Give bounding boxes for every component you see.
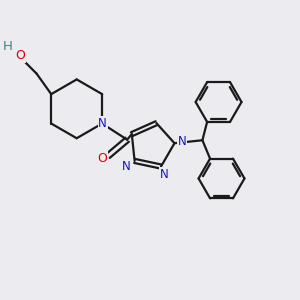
Text: N: N: [160, 168, 168, 181]
Text: H: H: [3, 40, 13, 53]
Text: N: N: [178, 135, 187, 148]
Text: N: N: [98, 117, 107, 130]
Text: N: N: [122, 160, 131, 173]
Text: O: O: [15, 50, 25, 62]
Text: O: O: [97, 152, 107, 165]
